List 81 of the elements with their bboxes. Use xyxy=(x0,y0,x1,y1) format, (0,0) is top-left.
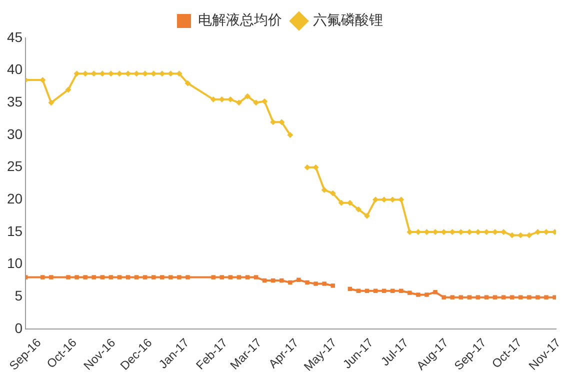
point xyxy=(65,86,72,93)
point xyxy=(74,275,79,280)
point xyxy=(398,196,404,203)
legend-label: 六氟磷酸锂 xyxy=(313,12,383,29)
point xyxy=(484,295,489,300)
point xyxy=(552,295,556,300)
point xyxy=(262,98,268,104)
point xyxy=(416,292,420,297)
point xyxy=(117,275,122,280)
y-tick-label: 35 xyxy=(6,94,23,110)
point xyxy=(160,275,164,280)
point xyxy=(288,280,292,285)
point xyxy=(338,200,344,206)
point xyxy=(184,80,191,86)
point xyxy=(245,275,250,280)
point xyxy=(382,288,386,293)
point xyxy=(287,132,294,138)
point xyxy=(364,288,370,293)
point xyxy=(450,295,454,300)
point xyxy=(126,275,130,280)
point xyxy=(364,212,370,219)
point xyxy=(330,190,336,196)
point xyxy=(108,275,114,280)
point xyxy=(492,295,498,300)
point xyxy=(177,275,182,280)
point xyxy=(151,275,156,280)
point xyxy=(66,275,70,280)
point xyxy=(322,282,326,286)
point xyxy=(228,275,233,280)
point xyxy=(442,295,446,300)
point xyxy=(236,275,242,280)
point xyxy=(476,295,480,300)
point xyxy=(467,295,472,300)
y-tick-label: 10 xyxy=(6,255,23,272)
point xyxy=(100,275,105,280)
y-tick-label: 5 xyxy=(14,288,23,304)
point xyxy=(408,290,412,295)
point xyxy=(373,288,378,293)
point xyxy=(510,295,514,300)
point xyxy=(142,275,148,280)
point xyxy=(399,288,404,293)
y-tick-label: 30 xyxy=(6,126,23,142)
point xyxy=(518,295,523,300)
point xyxy=(501,295,506,300)
point xyxy=(433,290,438,294)
point xyxy=(536,295,540,300)
point xyxy=(125,70,131,77)
point xyxy=(280,278,284,283)
point xyxy=(253,100,260,106)
point xyxy=(211,275,216,280)
point xyxy=(134,275,139,280)
point xyxy=(49,275,54,280)
point xyxy=(40,275,45,280)
point xyxy=(236,100,242,106)
point xyxy=(321,186,328,193)
point xyxy=(544,295,548,300)
point xyxy=(220,275,224,280)
point xyxy=(83,275,88,280)
point xyxy=(92,275,96,280)
point xyxy=(254,275,258,280)
point xyxy=(305,280,310,285)
y-tick-label: 20 xyxy=(6,190,23,207)
point xyxy=(330,284,335,288)
point xyxy=(314,282,318,286)
point xyxy=(168,275,173,280)
y-tick-label: 40 xyxy=(6,61,23,78)
point xyxy=(186,275,190,280)
legend-label: 电解液总均价 xyxy=(198,12,282,29)
y-tick-label: 25 xyxy=(6,158,23,174)
point xyxy=(458,295,464,300)
y-tick-label: 0 xyxy=(14,320,23,336)
y-tick-label: 45 xyxy=(6,28,23,45)
point xyxy=(527,295,532,300)
point xyxy=(390,288,395,293)
point xyxy=(48,100,54,106)
point xyxy=(355,206,362,212)
y-tick-label: 15 xyxy=(6,222,23,239)
point xyxy=(424,292,429,297)
point xyxy=(296,278,301,282)
point xyxy=(356,288,361,293)
point xyxy=(244,93,250,100)
